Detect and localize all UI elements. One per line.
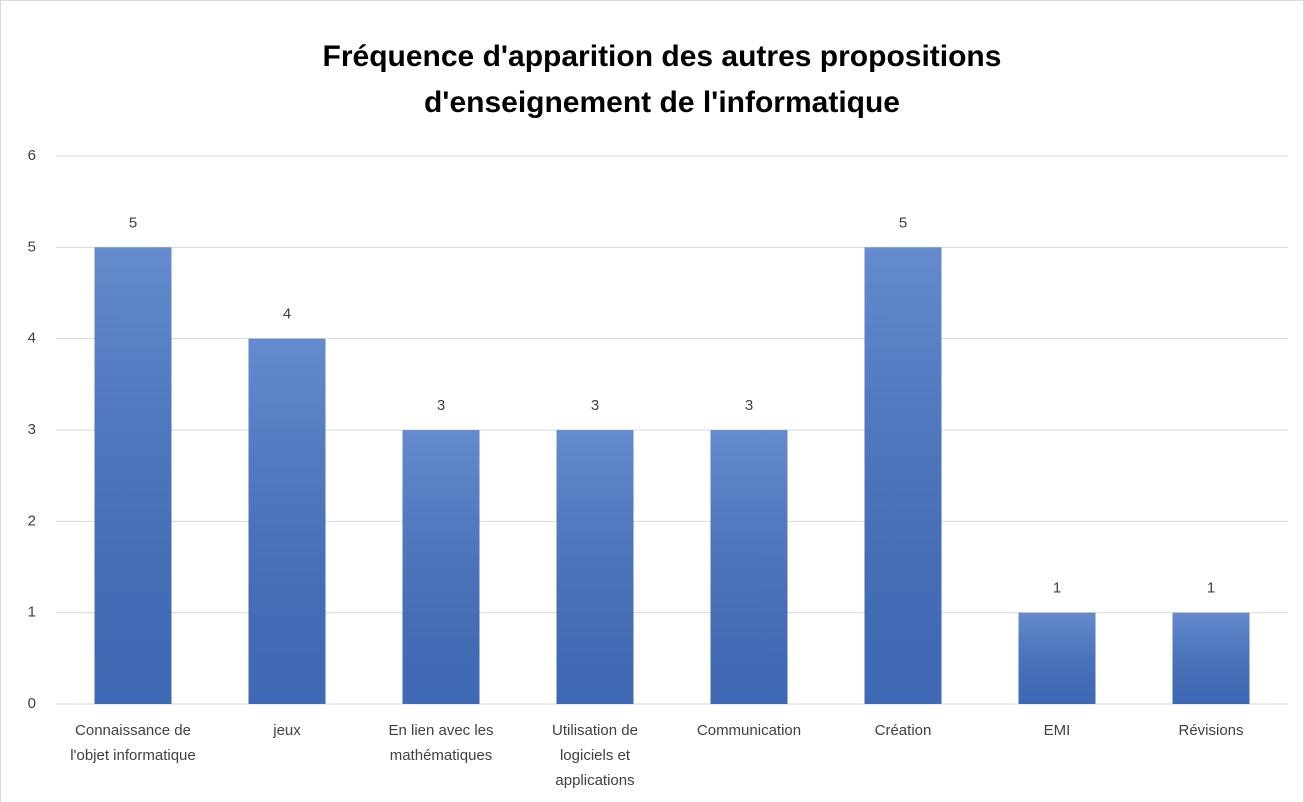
data-label: 5 bbox=[899, 214, 907, 231]
bar-shade bbox=[248, 338, 326, 704]
x-tick-label-line: jeux bbox=[272, 722, 301, 739]
x-tick-label-line: Révisions bbox=[1178, 722, 1243, 739]
bar-shade bbox=[556, 430, 634, 704]
data-label: 3 bbox=[437, 397, 445, 414]
x-tick-label-line: Connaissance de bbox=[75, 722, 191, 739]
bar-shade bbox=[1018, 612, 1096, 704]
x-tick-label-line: Communication bbox=[697, 722, 801, 739]
y-tick-label: 5 bbox=[28, 238, 36, 255]
data-label: 4 bbox=[283, 306, 291, 323]
x-tick-label: Création bbox=[875, 722, 932, 739]
x-tick-label-line: l'objet informatique bbox=[70, 747, 195, 764]
data-label: 1 bbox=[1053, 580, 1061, 597]
x-tick-label: Révisions bbox=[1178, 722, 1243, 739]
x-tick-label: En lien avec les mathématiques bbox=[388, 722, 493, 764]
x-tick-label-line: applications bbox=[555, 772, 634, 789]
x-tick-label-line: Utilisation de bbox=[552, 722, 638, 739]
x-tick-label-line: EMI bbox=[1044, 722, 1071, 739]
y-tick-label: 6 bbox=[28, 147, 36, 164]
chart-title: d'enseignement de l'informatique bbox=[424, 86, 900, 119]
data-label: 5 bbox=[129, 214, 137, 231]
x-tick-label: jeux bbox=[272, 722, 301, 739]
bar-shade bbox=[402, 430, 480, 704]
x-tick-label: Connaissance de l'objet informatique bbox=[70, 722, 195, 764]
data-label: 3 bbox=[745, 397, 753, 414]
chart-title: Fréquence d'apparition des autres propos… bbox=[323, 40, 1002, 73]
data-label: 3 bbox=[591, 397, 599, 414]
bar-shade bbox=[1172, 612, 1250, 704]
y-tick-label: 0 bbox=[28, 695, 36, 712]
x-tick-label-line: Création bbox=[875, 722, 932, 739]
x-tick-label-line: logiciels et bbox=[560, 747, 631, 764]
data-label: 1 bbox=[1207, 580, 1215, 597]
y-tick-label: 3 bbox=[28, 421, 36, 438]
y-tick-label: 1 bbox=[28, 604, 36, 621]
bar-shade bbox=[864, 247, 942, 705]
bar-shade bbox=[710, 430, 788, 704]
x-tick-label: Utilisation de logiciels et applications bbox=[552, 722, 638, 789]
bar-shade bbox=[94, 247, 172, 705]
x-tick-label-line: mathématiques bbox=[390, 747, 493, 764]
x-tick-label: Communication bbox=[697, 722, 801, 739]
y-tick-label: 2 bbox=[28, 512, 36, 529]
y-tick-label: 4 bbox=[28, 330, 36, 347]
x-tick-label: EMI bbox=[1044, 722, 1071, 739]
x-tick-label-line: En lien avec les bbox=[388, 722, 493, 739]
